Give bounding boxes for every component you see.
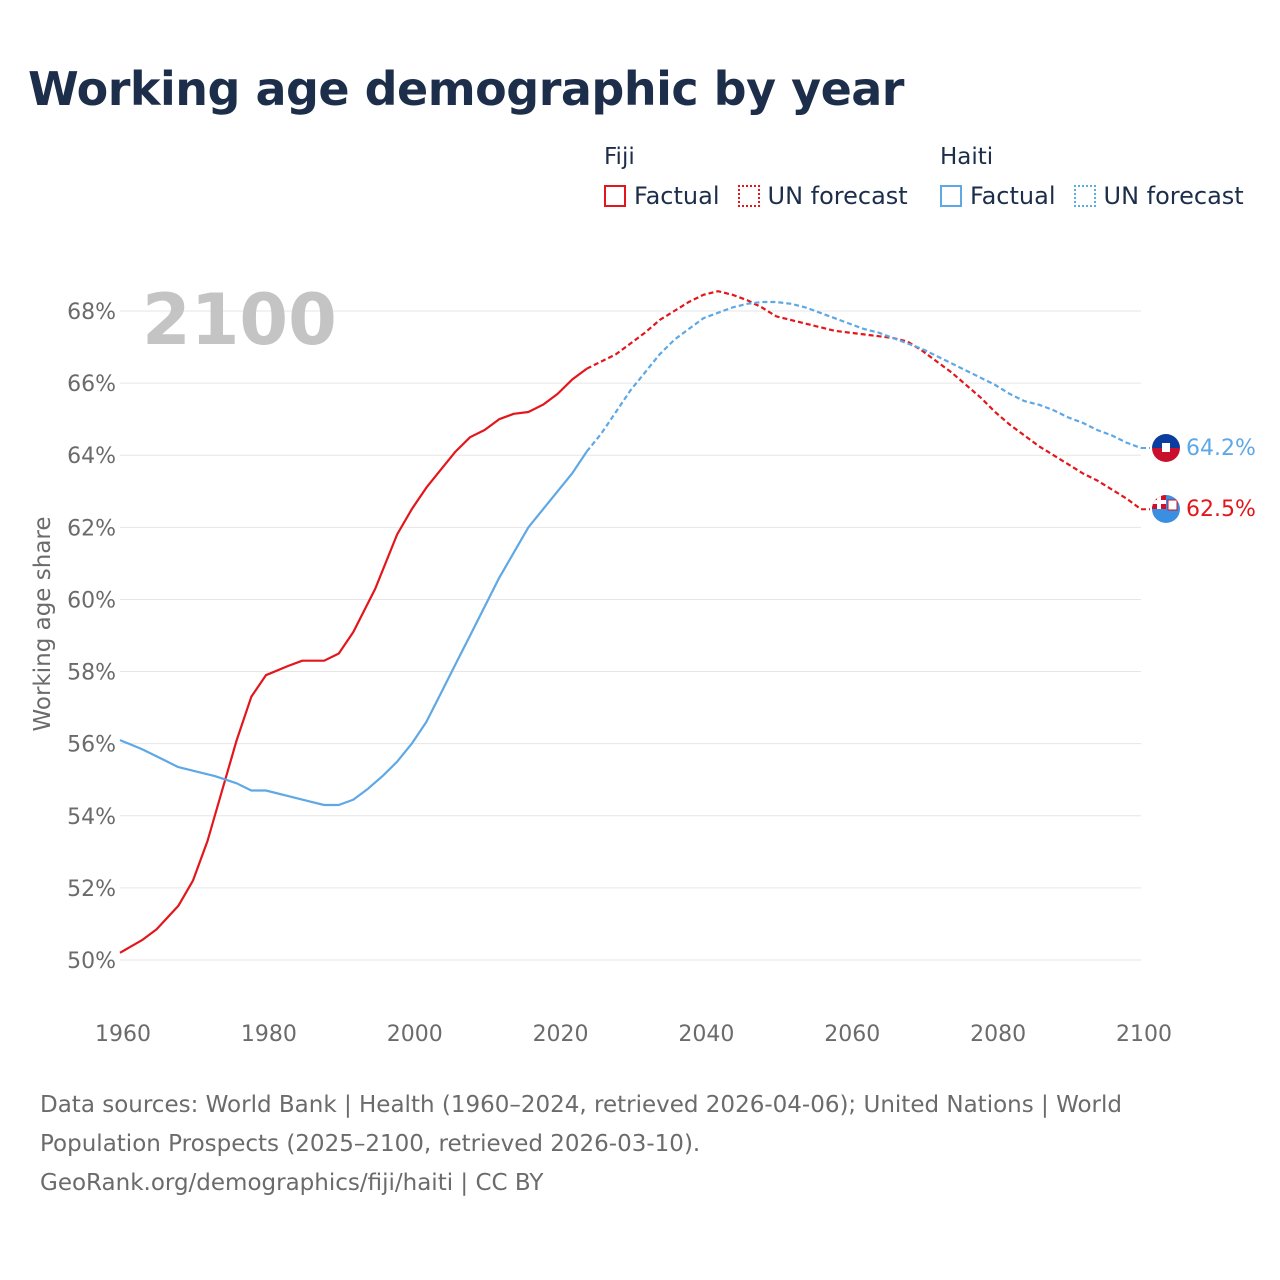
y-tick-label: 66%	[67, 372, 116, 397]
legend-group-fiji[interactable]: Fiji Factual UN forecast	[604, 144, 926, 210]
footer-line-2: Population Prospects (2025–2100, retriev…	[40, 1131, 701, 1157]
y-tick-label: 50%	[67, 949, 116, 974]
legend-label: UN forecast	[1103, 182, 1244, 210]
legend-group-name: Haiti	[940, 144, 994, 170]
x-tick-label: 2020	[533, 1022, 589, 1047]
series-line-fiji-factual[interactable]	[119, 367, 588, 954]
x-tick-label: 1960	[95, 1022, 151, 1047]
legend-label: Factual	[970, 182, 1056, 210]
x-tick-label: 2080	[970, 1022, 1026, 1047]
x-tick-label: 2000	[387, 1022, 443, 1047]
footer-line-3[interactable]: GeoRank.org/demographics/fiji/haiti | CC…	[40, 1170, 544, 1196]
legend-label: Factual	[634, 182, 720, 210]
x-tick-label: 2100	[1116, 1022, 1172, 1047]
y-axis-ticks: 50% 52% 54% 56% 58% 60% 62% 64% 66% 68%	[67, 300, 116, 974]
footer-sources: Data sources: World Bank | Health (1960–…	[40, 1086, 1160, 1203]
legend-item-haiti-forecast[interactable]: UN forecast	[1073, 182, 1244, 210]
x-tick-label: 1980	[241, 1022, 297, 1047]
y-tick-label: 52%	[67, 877, 116, 902]
series-line-haiti-factual[interactable]	[119, 450, 588, 807]
y-tick-label: 54%	[67, 805, 116, 830]
x-tick-label: 2060	[824, 1022, 880, 1047]
legend-swatch-dotted	[737, 185, 760, 207]
legend-swatch-solid	[940, 185, 962, 207]
y-tick-label: 62%	[67, 516, 116, 541]
year-watermark: 2100	[142, 279, 337, 361]
series-line-fiji-forecast[interactable]	[586, 290, 1142, 511]
y-tick-label: 68%	[67, 300, 116, 325]
legend-group-haiti[interactable]: Haiti Factual UN forecast	[940, 144, 1262, 210]
haiti-end-value: 64.2%	[1186, 436, 1256, 461]
fiji-end-value: 62.5%	[1186, 497, 1256, 522]
fiji-flag-icon	[1152, 495, 1180, 523]
haiti-flag-icon	[1152, 434, 1180, 462]
x-axis-ticks: 1960 1980 2000 2020 2040 2060 2080 2100	[95, 1022, 1172, 1047]
chart-title: Working age demographic by year	[28, 62, 905, 116]
legend-item-haiti-factual[interactable]: Factual	[940, 182, 1056, 210]
legend-swatch-solid	[604, 185, 626, 207]
series-line-haiti-forecast[interactable]	[585, 300, 1142, 453]
y-tick-label: 56%	[67, 733, 116, 758]
legend-item-fiji-factual[interactable]: Factual	[604, 182, 720, 210]
legend-group-name: Fiji	[604, 144, 635, 170]
y-tick-label: 60%	[67, 588, 116, 613]
legend-label: UN forecast	[767, 182, 908, 210]
y-tick-label: 58%	[67, 661, 116, 686]
series-group	[119, 290, 1150, 954]
legend-swatch-dotted	[1073, 185, 1096, 207]
y-axis-label: Working age share	[30, 516, 56, 731]
y-tick-label: 64%	[67, 444, 116, 469]
gridlines	[120, 310, 1141, 961]
legend-item-fiji-forecast[interactable]: UN forecast	[737, 182, 908, 210]
x-tick-label: 2040	[678, 1022, 734, 1047]
footer-line-1: Data sources: World Bank | Health (1960–…	[40, 1092, 1122, 1118]
